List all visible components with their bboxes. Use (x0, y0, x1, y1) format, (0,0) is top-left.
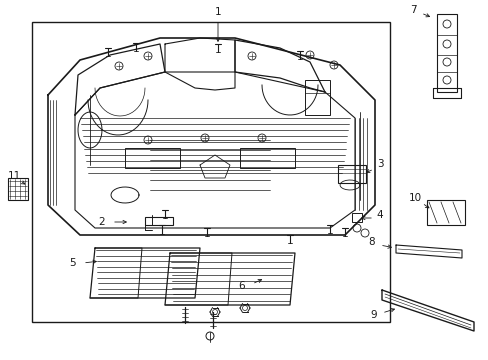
Bar (436, 14, 456, 92)
Bar (305, 80, 329, 115)
Text: 6: 6 (238, 281, 245, 291)
Bar (125, 148, 180, 168)
Text: 11: 11 (7, 171, 20, 181)
Text: 4: 4 (376, 210, 383, 220)
Text: 5: 5 (70, 258, 76, 268)
Bar (240, 148, 294, 168)
Text: 10: 10 (407, 193, 421, 203)
Text: 1: 1 (214, 7, 221, 17)
Bar (426, 200, 464, 225)
Bar (145, 217, 173, 225)
Text: 2: 2 (99, 217, 105, 227)
Text: 9: 9 (370, 310, 377, 320)
Bar (351, 213, 361, 222)
Text: 3: 3 (376, 159, 383, 169)
Bar (32, 22, 389, 322)
Bar (8, 178, 28, 200)
Text: 8: 8 (368, 237, 375, 247)
Text: 7: 7 (409, 5, 415, 15)
Bar (337, 165, 365, 183)
